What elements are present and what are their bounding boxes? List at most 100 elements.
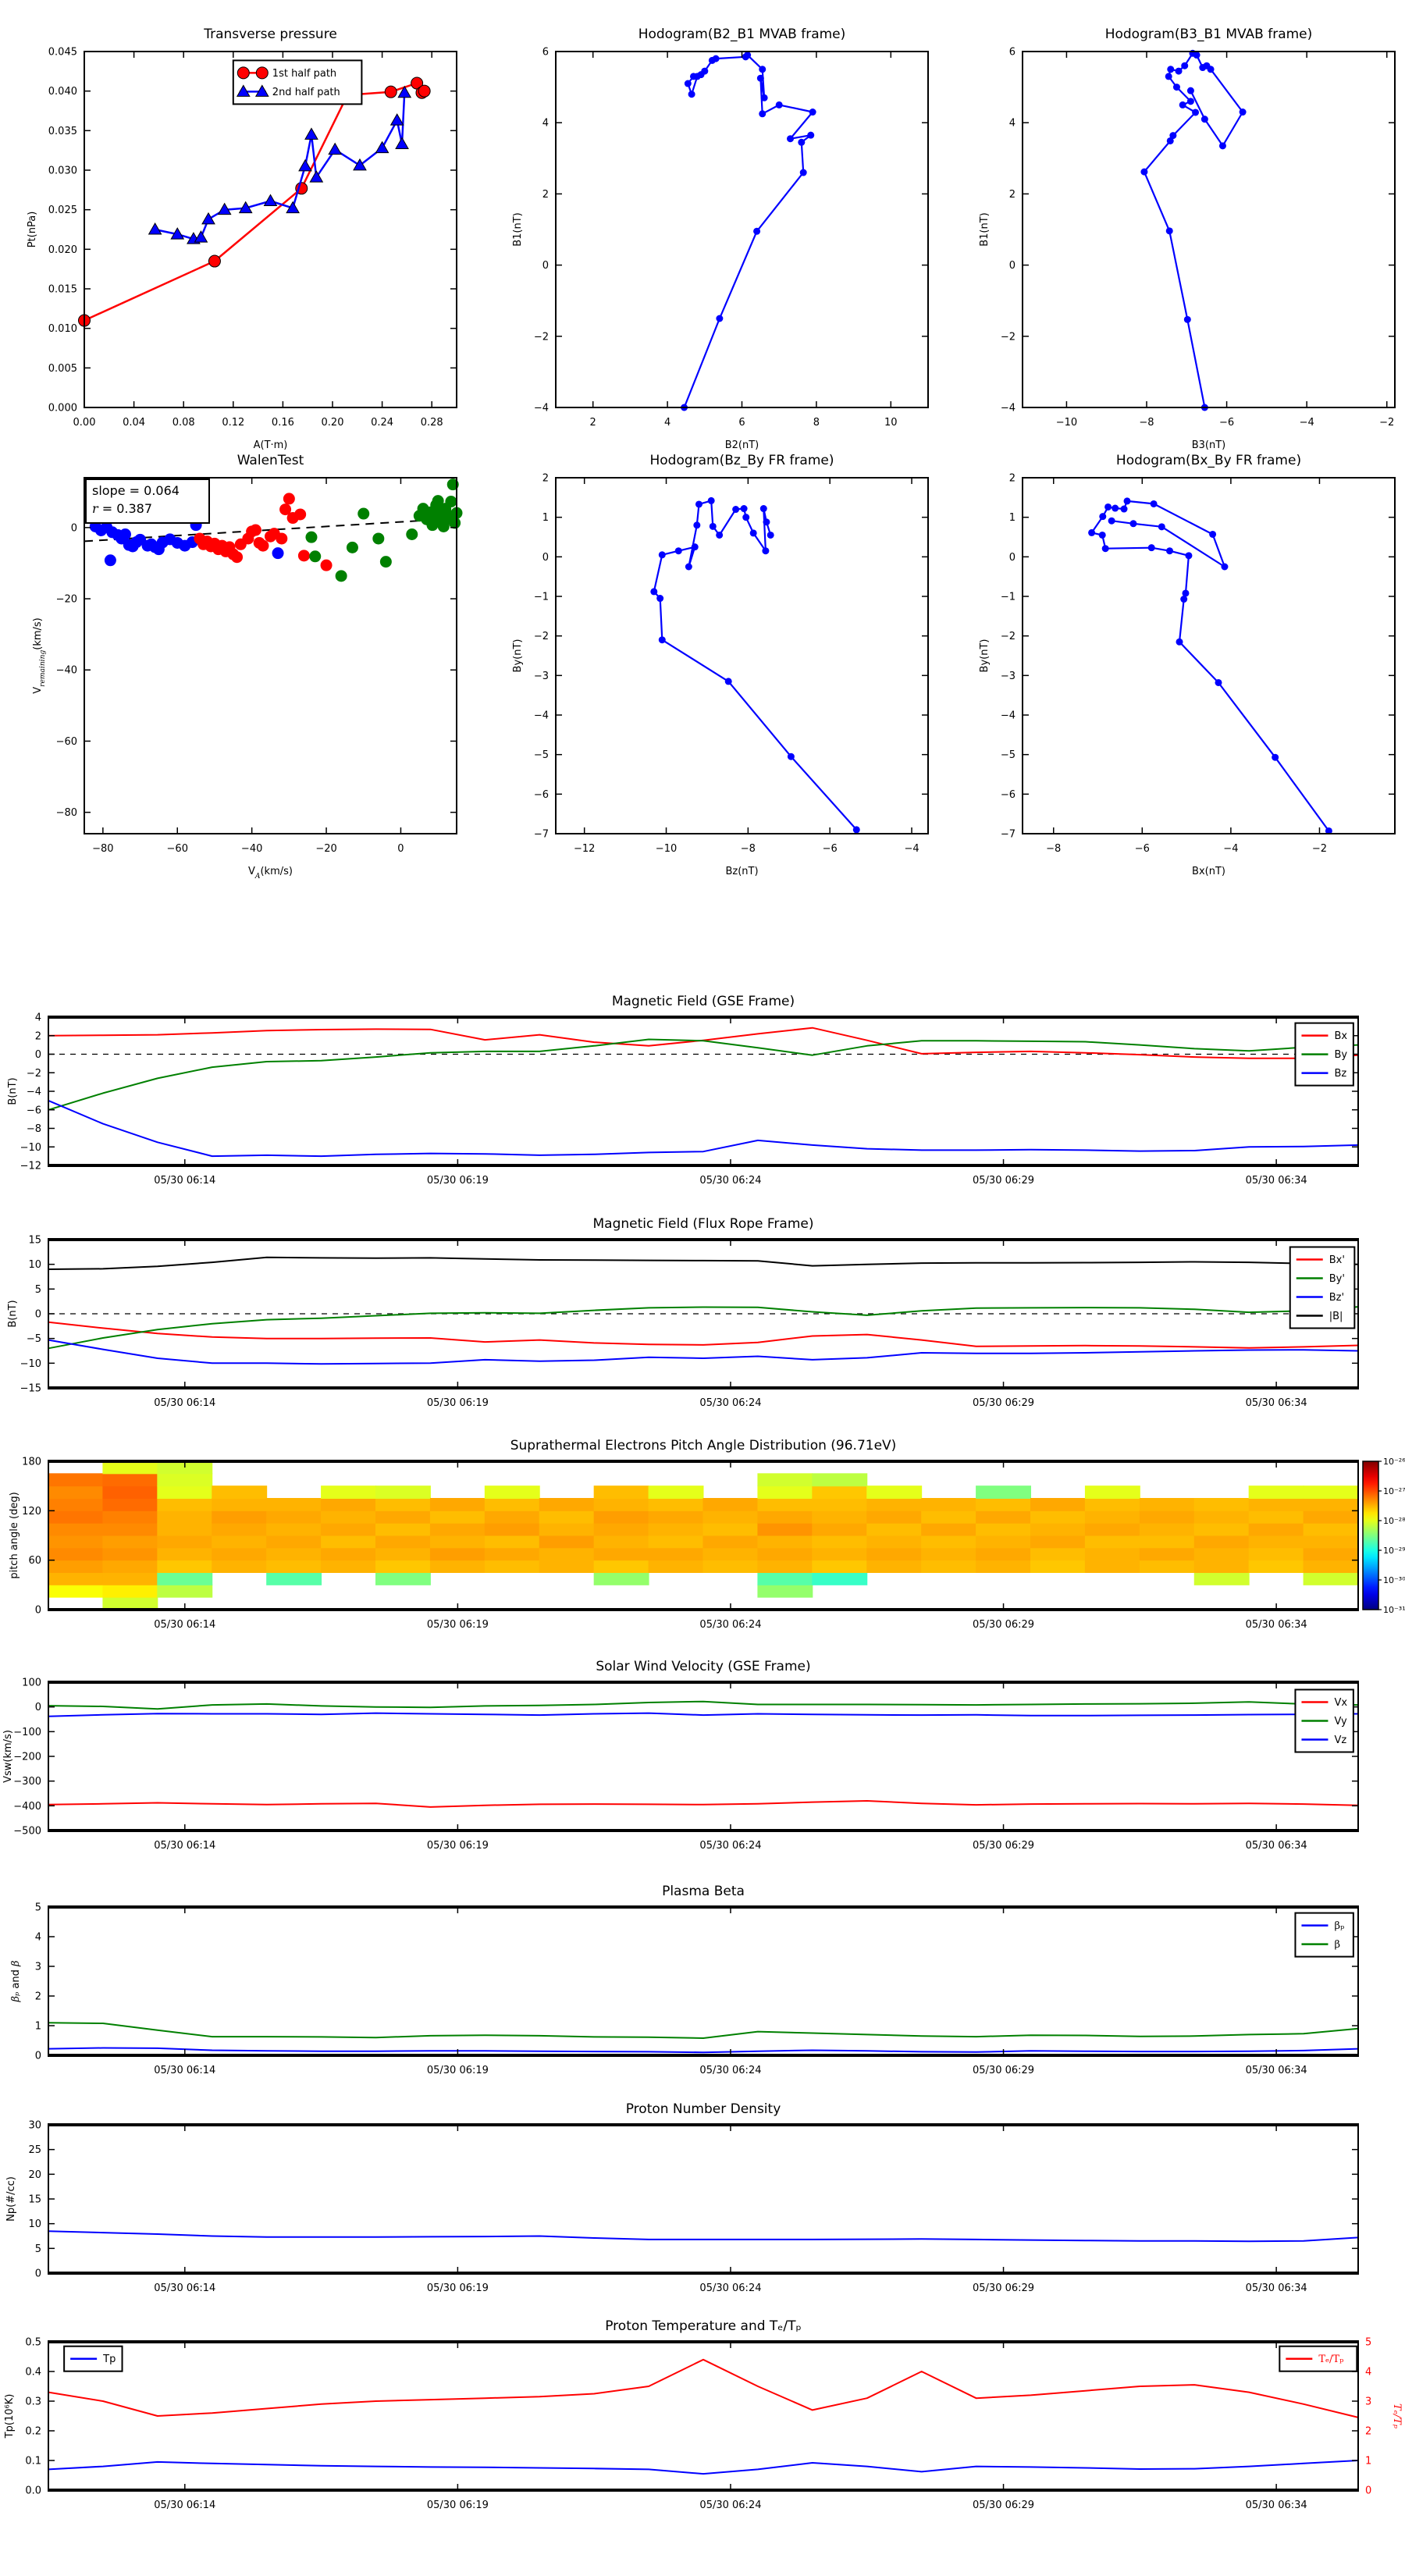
hodogram-bx-by-title: Hodogram(Bx_By FR frame) — [1115, 453, 1302, 468]
svg-text:2: 2 — [542, 189, 549, 201]
svg-text:10: 10 — [28, 2218, 41, 2230]
svg-text:−2: −2 — [534, 331, 549, 343]
svg-text:−2: −2 — [1001, 631, 1016, 642]
svg-text:−100: −100 — [13, 1727, 41, 1738]
svg-text:−2: −2 — [27, 1068, 41, 1080]
svg-text:05/30 06:29: 05/30 06:29 — [973, 2065, 1034, 2076]
svg-text:3: 3 — [1365, 2396, 1371, 2408]
svg-text:0.000: 0.000 — [48, 403, 77, 415]
svg-text:05/30 06:19: 05/30 06:19 — [427, 1175, 489, 1187]
chart-hodogram_b3_b1: −10 −8 −6 −4 −2 −4 −2 0 2 4 6 B1(nT) B3(nT) — [979, 47, 1396, 451]
svg-text:−80: −80 — [92, 843, 113, 855]
svg-text:Vsw(km/s): Vsw(km/s) — [2, 1730, 14, 1783]
svg-text:0: 0 — [542, 260, 549, 272]
chart-np: 05/30 06:14 05/30 06:19 05/30 06:24 05/30 0… — [5, 2120, 1359, 2294]
svg-text:0: 0 — [35, 2051, 41, 2062]
svg-text:0.00: 0.00 — [73, 417, 96, 429]
svg-text:B(nT): B(nT) — [7, 1077, 19, 1105]
svg-text:0.5: 0.5 — [25, 2337, 41, 2349]
svg-text:0: 0 — [35, 1309, 41, 1321]
svg-text:−6: −6 — [534, 789, 549, 801]
svg-text:−3: −3 — [534, 671, 549, 682]
svg-text:0.015: 0.015 — [48, 284, 77, 296]
svg-text:05/30 06:34: 05/30 06:34 — [1246, 1619, 1307, 1631]
svg-text:−40: −40 — [56, 665, 77, 677]
svg-text:−1: −1 — [534, 592, 549, 603]
svg-text:By: By — [1334, 1049, 1347, 1061]
svg-text:0.3: 0.3 — [25, 2396, 41, 2408]
svg-text:1st half path: 1st half path — [272, 68, 336, 80]
chart-tp_te: 05/30 06:14 05/30 06:19 05/30 06:24 05/30 0… — [4, 2337, 1403, 2512]
svg-text:βₚ: βₚ — [1334, 1920, 1344, 1932]
svg-text:−12: −12 — [20, 1161, 41, 1172]
svg-text:−10: −10 — [656, 843, 677, 855]
svg-text:−400: −400 — [13, 1801, 41, 1813]
svg-text:0.035: 0.035 — [48, 126, 77, 137]
svg-text:05/30 06:19: 05/30 06:19 — [427, 1619, 489, 1631]
svg-text:2: 2 — [1009, 189, 1016, 201]
chart-pad: 10⁻²⁶ 10⁻²⁷ 10⁻²⁸ 10⁻²⁹ 10⁻³⁰ 10⁻³¹ 05/30 06:1… — [9, 1457, 1405, 1631]
svg-text:10⁻²⁷: 10⁻²⁷ — [1383, 1486, 1405, 1496]
chart-mag_gse: 05/30 06:14 05/30 06:19 05/30 06:24 05/30 0… — [7, 1012, 1359, 1187]
svg-text:0: 0 — [35, 2268, 41, 2280]
svg-text:B3(nT): B3(nT) — [1192, 439, 1226, 451]
svg-text:−1: −1 — [1001, 592, 1016, 603]
svg-text:05/30 06:14: 05/30 06:14 — [154, 1619, 215, 1631]
svg-text:B1(nT): B1(nT) — [512, 212, 524, 247]
svg-text:15: 15 — [28, 2194, 41, 2206]
svg-text:−4: −4 — [27, 1087, 41, 1098]
svg-text:05/30 06:24: 05/30 06:24 — [699, 1397, 761, 1409]
svg-text:Bx(nT): Bx(nT) — [1192, 866, 1225, 877]
svg-text:6: 6 — [542, 47, 549, 59]
svg-text:05/30 06:34: 05/30 06:34 — [1246, 2065, 1307, 2076]
svg-text:Bz': Bz' — [1329, 1292, 1344, 1304]
svg-text:−12: −12 — [574, 843, 595, 855]
svg-text:1: 1 — [1009, 512, 1016, 524]
svg-text:10⁻³¹: 10⁻³¹ — [1383, 1605, 1405, 1615]
chart-walen_test: −80 −60 −40 −20 0 −80 −60 −40 −20 0 Vremaining(km/… — [32, 477, 463, 881]
svg-text:100: 100 — [22, 1678, 41, 1689]
svg-text:0: 0 — [35, 1605, 41, 1617]
svg-text:B(nT): B(nT) — [7, 1300, 19, 1327]
svg-text:0.0: 0.0 — [25, 2485, 41, 2497]
svg-text:|B|: |B| — [1329, 1311, 1343, 1322]
svg-text:−4: −4 — [534, 710, 549, 722]
svg-text:−40: −40 — [241, 843, 262, 855]
svg-text:05/30 06:34: 05/30 06:34 — [1246, 2282, 1307, 2294]
svg-text:0.20: 0.20 — [322, 417, 344, 429]
svg-text:−4: −4 — [904, 843, 919, 855]
svg-text:−60: −60 — [56, 736, 77, 748]
chart-hodogram_b2_b1: 2 4 6 8 10 −4 −2 0 2 4 6 B1(nT) B2(nT) — [512, 47, 929, 451]
svg-text:0.020: 0.020 — [48, 244, 77, 256]
svg-text:−6: −6 — [1219, 417, 1234, 429]
svg-text:B2(nT): B2(nT) — [725, 439, 759, 451]
svg-text:0: 0 — [397, 843, 404, 855]
svg-text:4: 4 — [542, 118, 549, 130]
svg-text:05/30 06:29: 05/30 06:29 — [973, 1619, 1034, 1631]
svg-text:0: 0 — [1009, 552, 1016, 564]
svg-text:05/30 06:29: 05/30 06:29 — [973, 1397, 1034, 1409]
svg-text:−2: −2 — [1379, 417, 1394, 429]
svg-text:05/30 06:24: 05/30 06:24 — [699, 2282, 761, 2294]
svg-text:0: 0 — [542, 552, 549, 564]
svg-text:4: 4 — [1009, 118, 1016, 130]
tp-te-title: Proton Temperature and Tₑ/Tₚ — [605, 2318, 802, 2334]
svg-text:Vy: Vy — [1334, 1716, 1347, 1727]
svg-text:05/30 06:14: 05/30 06:14 — [154, 2500, 215, 2511]
svg-text:8: 8 — [813, 417, 820, 429]
beta-title: Plasma Beta — [662, 1884, 745, 1899]
svg-text:−2: −2 — [1001, 331, 1016, 343]
walen-test-title: WalenTest — [237, 453, 304, 468]
svg-text:0.040: 0.040 — [48, 86, 77, 98]
svg-text:2: 2 — [35, 1030, 41, 1042]
svg-text:Bz(nT): Bz(nT) — [725, 866, 758, 877]
svg-text:0.04: 0.04 — [123, 417, 145, 429]
svg-text:−300: −300 — [13, 1776, 41, 1788]
svg-text:−4: −4 — [534, 403, 549, 415]
svg-text:60: 60 — [28, 1555, 41, 1567]
svg-text:Bx: Bx — [1334, 1030, 1347, 1042]
svg-text:05/30 06:14: 05/30 06:14 — [154, 1397, 215, 1409]
